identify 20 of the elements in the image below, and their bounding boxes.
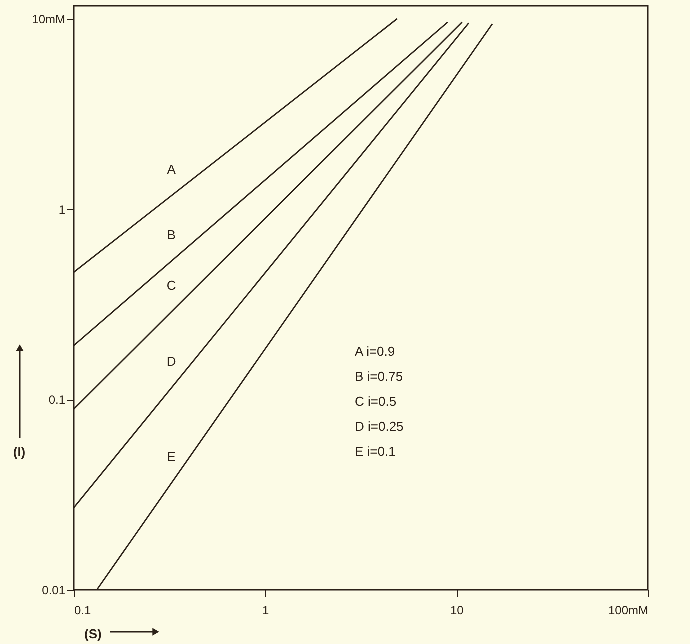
- annotation: E i=0.1: [355, 444, 396, 459]
- x-tick-label: 0.1: [74, 604, 92, 618]
- series-label: C: [166, 278, 176, 294]
- y-axis-title: (I): [13, 444, 26, 460]
- y-tick-label: 1: [58, 202, 66, 217]
- series-label: D: [166, 354, 176, 370]
- y-tick-label: 0.1: [48, 393, 66, 408]
- annotation: C i=0.5: [355, 394, 397, 409]
- series-label: E: [167, 449, 176, 464]
- x-tick-label: 10: [450, 604, 464, 618]
- y-tick-label: 10mM: [32, 12, 66, 26]
- x-tick-label: 100mM: [608, 604, 648, 618]
- series-label: B: [167, 227, 176, 242]
- x-axis-title: (S): [84, 626, 102, 642]
- annotation: B i=0.75: [355, 369, 404, 384]
- annotation: A i=0.9: [355, 344, 396, 359]
- series-label: A: [167, 162, 176, 177]
- x-tick-label: 1: [262, 604, 270, 618]
- y-tick-label: 0.01: [42, 584, 66, 598]
- annotation: D i=0.25: [355, 419, 404, 434]
